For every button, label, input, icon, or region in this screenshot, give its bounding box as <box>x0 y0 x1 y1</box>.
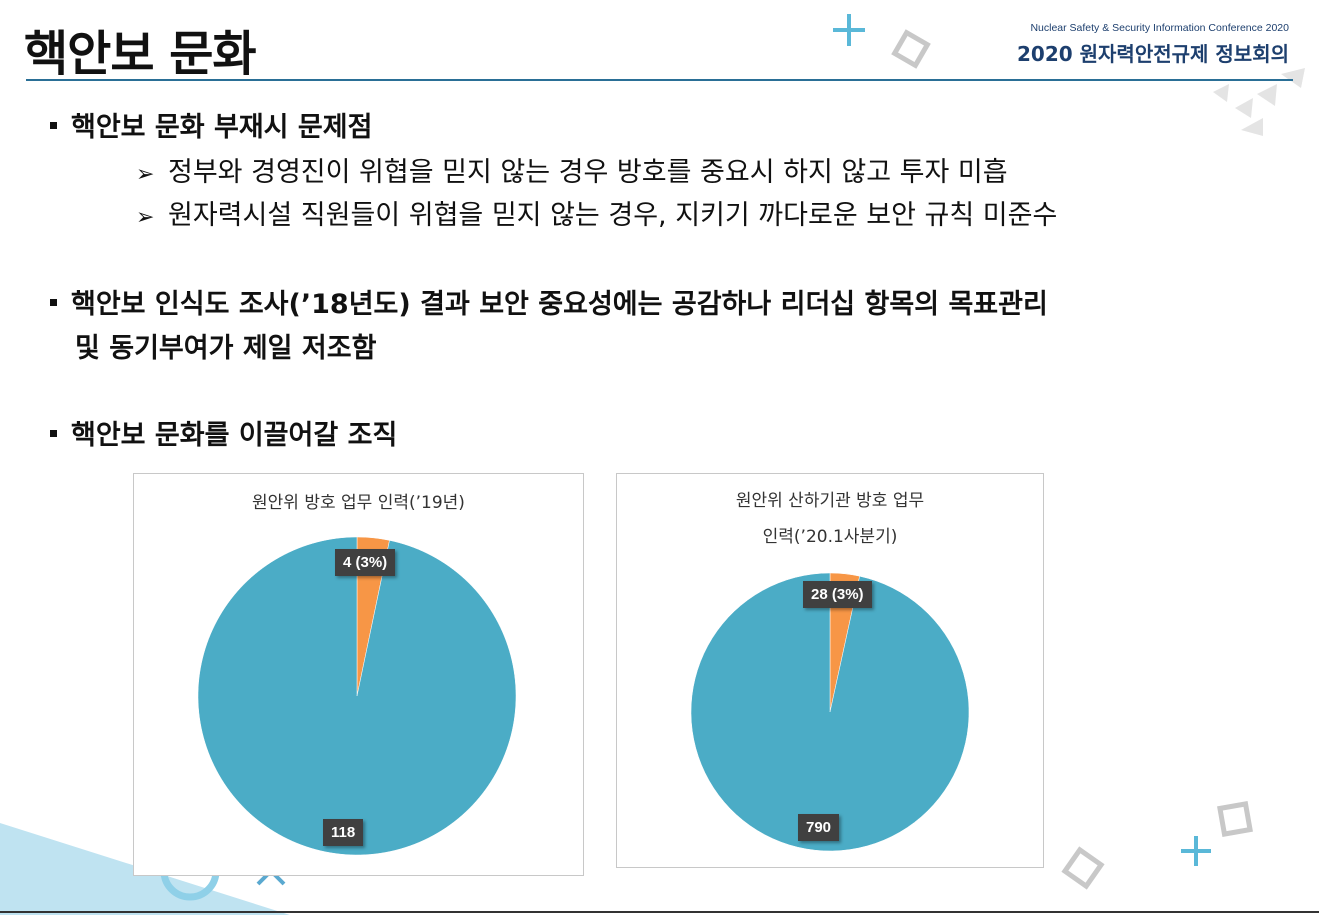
chart-2-title-line1: 원안위 산하기관 방호 업무 <box>735 491 925 511</box>
pie-chart-2-plot <box>690 572 970 852</box>
sub-bullet-2-text: 원자력시설 직원들이 위협을 믿지 않는 경우, 지키기 까다로운 보안 규칙 … <box>168 200 1058 231</box>
pie-2-slice-2 <box>690 572 970 852</box>
bullet-square-icon <box>50 430 57 437</box>
chart-1-label-orange: 4 (3%) <box>335 549 396 576</box>
pie-chart-1: 원안위 방호 업무 인력(’19년) 4 (3%) 118 <box>133 473 584 876</box>
conference-subtitle: Nuclear Safety & Security Information Co… <box>1030 22 1289 34</box>
bullet-2-line1: 핵안보 인식도 조사(’18년도) 결과 보안 중요성에는 공감하나 리더십 항… <box>71 289 1048 320</box>
plus-icon <box>1181 836 1211 866</box>
sub-bullet-1-text: 정부와 경영진이 위협을 믿지 않는 경우 방호를 중요시 하지 않고 투자 미… <box>168 157 1008 188</box>
sub-bullet-2: ➢ 원자력시설 직원들이 위협을 믿지 않는 경우, 지키기 까다로운 보안 규칙… <box>136 196 1057 238</box>
pie-chart-2: 원안위 산하기관 방호 업무 인력(’20.1사분기) 28 (3%) 790 <box>616 473 1044 868</box>
chart-1-label-teal: 118 <box>323 819 364 846</box>
pie-chart-1-plot <box>197 536 517 856</box>
bullet-2-line2: 및 동기부여가 제일 저조함 <box>75 333 377 364</box>
footer-divider <box>0 911 1319 913</box>
conference-title: 2020 원자력안전규제 정보회의 <box>1017 42 1289 66</box>
bullet-2: 핵안보 인식도 조사(’18년도) 결과 보안 중요성에는 공감하나 리더십 항… <box>50 283 1048 371</box>
header-divider <box>26 79 1293 81</box>
diamond-outline-icon <box>1061 846 1105 890</box>
chart-2-label-orange: 28 (3%) <box>803 581 872 608</box>
chart-2-label-teal: 790 <box>798 814 840 841</box>
diamond-outline-icon <box>1217 801 1253 837</box>
pie-1-slice-2 <box>197 536 517 856</box>
chart-1-title: 원안위 방호 업무 인력(’19년) <box>252 493 465 513</box>
slide-title: 핵안보 문화 <box>24 26 257 82</box>
bullet-3-text: 핵안보 문화를 이끌어갈 조직 <box>71 420 398 451</box>
plus-icon <box>833 14 865 46</box>
diamond-outline-icon <box>891 29 931 69</box>
chart-2-title-line2: 인력(’20.1사분기) <box>762 527 898 547</box>
sub-bullet-1: ➢ 정부와 경영진이 위협을 믿지 않는 경우 방호를 중요시 하지 않고 투자 … <box>136 153 1008 195</box>
bullet-1: 핵안보 문화 부재시 문제점 <box>50 106 372 150</box>
bullet-3: 핵안보 문화를 이끌어갈 조직 <box>50 414 397 458</box>
arrow-bullet-icon: ➢ <box>136 162 155 187</box>
bullet-1-text: 핵안보 문화 부재시 문제점 <box>71 112 373 143</box>
bullet-square-icon <box>50 122 57 129</box>
arrow-bullet-icon: ➢ <box>136 205 155 230</box>
bullet-square-icon <box>50 299 57 306</box>
triangle-pattern-icon <box>1213 68 1305 136</box>
